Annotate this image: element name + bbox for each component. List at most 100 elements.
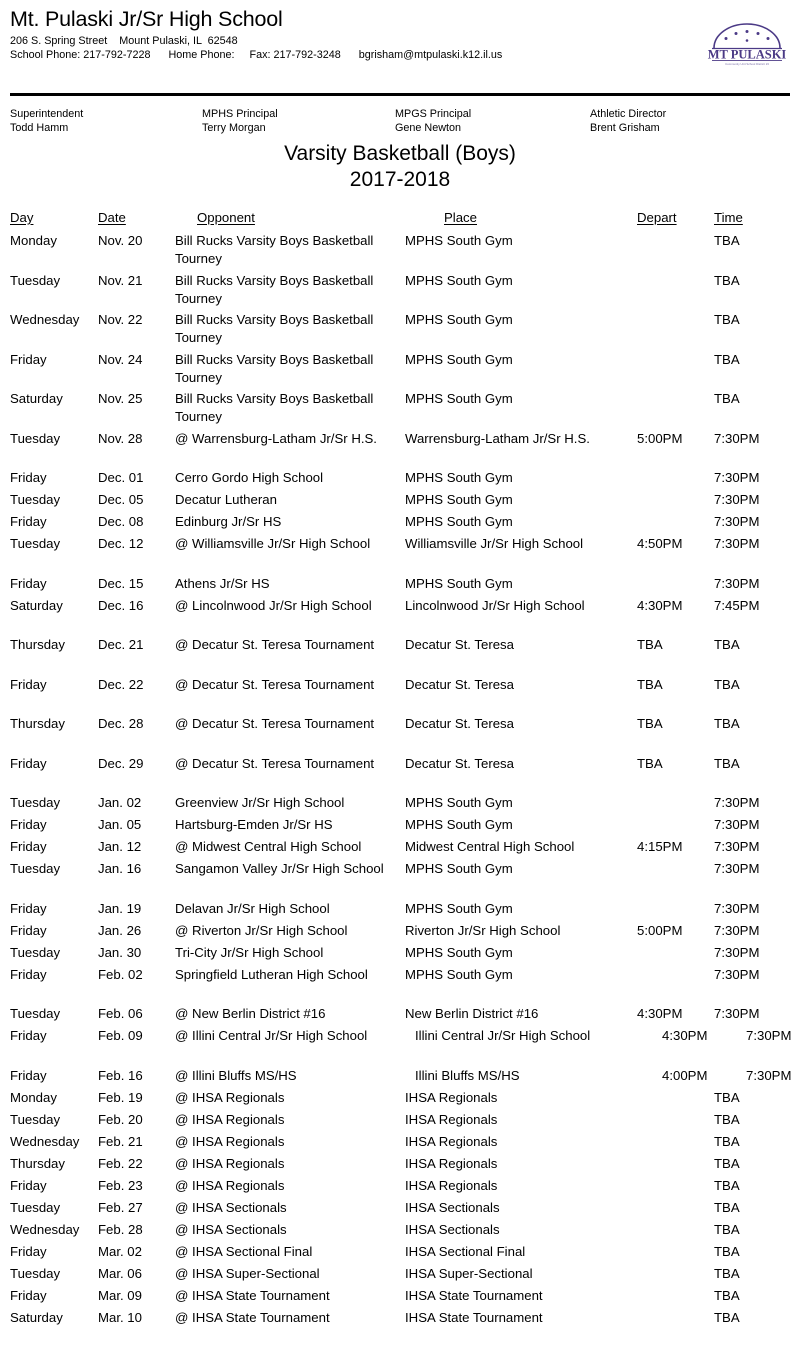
cell-time: 7:30PM xyxy=(714,492,760,507)
table-row: Friday Mar. 02 @ IHSA Sectional Final IHSA … xyxy=(0,1243,800,1265)
cell-date: Nov. 22 xyxy=(98,312,143,327)
cell-time: 7:30PM xyxy=(714,514,760,529)
cell-place: MPHS South Gym xyxy=(405,233,513,248)
cell-date: Dec. 29 xyxy=(98,755,144,771)
cell-day: Friday xyxy=(10,839,47,854)
cell-date: Feb. 22 xyxy=(98,1155,143,1171)
cell-place: IHSA Super-Sectional xyxy=(405,1265,533,1281)
cell-opponent: @ Riverton Jr/Sr High School xyxy=(175,922,348,938)
cell-opponent: @ IHSA Regionals xyxy=(175,1133,285,1149)
cell-date: Jan. 16 xyxy=(98,861,142,876)
cell-date: Dec. 12 xyxy=(98,536,144,551)
cell-opponent: Delavan Jr/Sr High School xyxy=(175,900,330,916)
logo-tagline: Community Unit School District 23 xyxy=(725,62,769,66)
cell-depart: TBA xyxy=(637,637,663,652)
table-row: Friday Jan. 19 Delavan Jr/Sr High School MP… xyxy=(0,900,800,922)
cell-date: Nov. 24 xyxy=(98,351,143,367)
table-row: Monday Nov. 20 Bill Rucks Varsity Boys Bas… xyxy=(0,232,800,272)
cell-time: TBA xyxy=(714,1309,740,1325)
cell-day: Tuesday xyxy=(10,1111,61,1127)
title-season: 2017-2018 xyxy=(349,167,451,191)
cell-time: TBA xyxy=(714,312,740,327)
cell-time: 7:30PM xyxy=(714,966,760,982)
cell-day: Saturday xyxy=(10,391,63,406)
cell-place: Riverton Jr/Sr High School xyxy=(405,922,561,938)
table-row: Friday Dec. 01 Cerro Gordo High School MPHS… xyxy=(0,469,800,491)
column-header-opponent: Opponent xyxy=(197,210,255,225)
cell-place: IHSA State Tournament xyxy=(405,1287,543,1303)
cell-opponent: @ Warrensburg-Latham Jr/Sr H.S. xyxy=(175,430,377,446)
table-row: Tuesday Feb. 06 @ New Berlin District #16 N… xyxy=(0,1005,800,1027)
cell-depart: 4:30PM xyxy=(637,597,683,613)
cell-day: Tuesday xyxy=(10,272,61,288)
table-row: Tuesday Jan. 30 Tri-City Jr/Sr High School… xyxy=(0,944,800,966)
cell-place: IHSA Regionals xyxy=(405,1133,498,1149)
cell-date: Feb. 27 xyxy=(98,1199,143,1215)
cell-opponent: Sangamon Valley Jr/Sr High School xyxy=(175,861,384,876)
cell-opponent: @ IHSA Super-Sectional xyxy=(175,1265,320,1281)
table-row: Thursday Dec. 28 @ Decatur St. Teresa Tour… xyxy=(0,715,800,755)
cell-place: Warrensburg-Latham Jr/Sr H.S. xyxy=(405,430,590,446)
cell-time: 7:30PM xyxy=(714,1006,760,1021)
cell-place: Illini Central Jr/Sr High School xyxy=(415,1028,591,1043)
staff-athletic-director: Athletic Director Brent Grisham xyxy=(590,107,666,136)
cell-time: TBA xyxy=(714,1089,740,1105)
staff-role: MPHS Principal xyxy=(202,108,278,120)
cell-time: 7:30PM xyxy=(714,795,760,810)
cell-day: Friday xyxy=(10,514,47,529)
logo-svg: MT PULASKI Community Unit School Distric… xyxy=(708,23,786,66)
cell-time: 7:30PM xyxy=(714,536,760,551)
cell-time: 7:30PM xyxy=(714,839,760,854)
cell-depart: 4:30PM xyxy=(662,1028,708,1043)
cell-day: Tuesday xyxy=(10,430,61,446)
cell-opponent: @ Williamsville Jr/Sr High School xyxy=(175,536,371,551)
cell-opponent: Bill Rucks Varsity Boys Basketball Tourn… xyxy=(175,312,374,346)
logo-stars-group xyxy=(724,30,770,42)
cell-time: TBA xyxy=(714,391,740,406)
cell-date: Feb. 02 xyxy=(98,966,143,982)
cell-time: TBA xyxy=(714,676,740,692)
mt-pulaski-logo: MT PULASKI Community Unit School Distric… xyxy=(704,21,790,67)
cell-date: Nov. 20 xyxy=(98,233,143,248)
cell-opponent: @ Decatur St. Teresa Tournament xyxy=(175,755,375,771)
cell-place: IHSA Regionals xyxy=(405,1177,498,1193)
cell-date: Dec. 01 xyxy=(98,470,144,485)
cell-depart: TBA xyxy=(637,755,663,771)
cell-opponent: @ IHSA State Tournament xyxy=(175,1309,330,1325)
table-row: Wednesday Feb. 28 @ IHSA Sectionals IHSA Se… xyxy=(0,1221,800,1243)
cell-day: Thursday xyxy=(10,637,65,652)
school-header: Mt. Pulaski Jr/Sr High School 206 S. Spr… xyxy=(10,7,790,62)
table-row: Thursday Dec. 21 @ Decatur St. Teresa Tour… xyxy=(0,636,800,676)
cell-opponent: @ Midwest Central High School xyxy=(175,839,362,854)
table-row: Friday Feb. 02 Springfield Lutheran High S… xyxy=(0,966,800,1006)
title-sport: Varsity Basketball (Boys) xyxy=(284,142,516,165)
cell-date: Feb. 06 xyxy=(98,1006,143,1021)
page-title: Varsity Basketball (Boys) 2017-2018 xyxy=(0,141,800,192)
cell-day: Friday xyxy=(10,1028,47,1043)
staff-superintendent: Superintendent Todd Hamm xyxy=(10,107,83,136)
table-row: Friday Nov. 24 Bill Rucks Varsity Boys Bas… xyxy=(0,351,800,391)
cell-opponent: @ IHSA Sectional Final xyxy=(175,1243,313,1259)
cell-date: Dec. 21 xyxy=(98,637,144,652)
cell-day: Tuesday xyxy=(10,536,61,551)
cell-place: IHSA Regionals xyxy=(405,1111,498,1127)
school-contact: School Phone: 217-792-7228 Home Phone: F… xyxy=(10,48,503,61)
cell-place: Decatur St. Teresa xyxy=(405,716,514,731)
cell-place: MPHS South Gym xyxy=(405,470,513,485)
cell-day: Wednesday xyxy=(10,1221,80,1237)
cell-opponent: @ Illini Central Jr/Sr High School xyxy=(175,1028,368,1043)
cell-opponent: Athens Jr/Sr HS xyxy=(175,575,270,591)
cell-opponent: Hartsburg-Emden Jr/Sr HS xyxy=(175,817,333,832)
staff-name: Todd Hamm xyxy=(10,122,69,135)
cell-opponent: @ IHSA Sectionals xyxy=(175,1199,287,1215)
cell-depart: TBA xyxy=(637,716,663,731)
cell-date: Feb. 09 xyxy=(98,1028,143,1043)
cell-time: TBA xyxy=(714,233,740,248)
cell-opponent: @ IHSA Regionals xyxy=(175,1089,285,1105)
staff-role: MPGS Principal xyxy=(395,108,472,120)
cell-date: Dec. 16 xyxy=(98,597,144,613)
cell-time: TBA xyxy=(714,755,740,771)
cell-time: TBA xyxy=(714,1155,740,1171)
table-row: Tuesday Mar. 06 @ IHSA Super-Sectional IHSA… xyxy=(0,1265,800,1287)
cell-opponent: @ IHSA Sectionals xyxy=(175,1221,287,1237)
